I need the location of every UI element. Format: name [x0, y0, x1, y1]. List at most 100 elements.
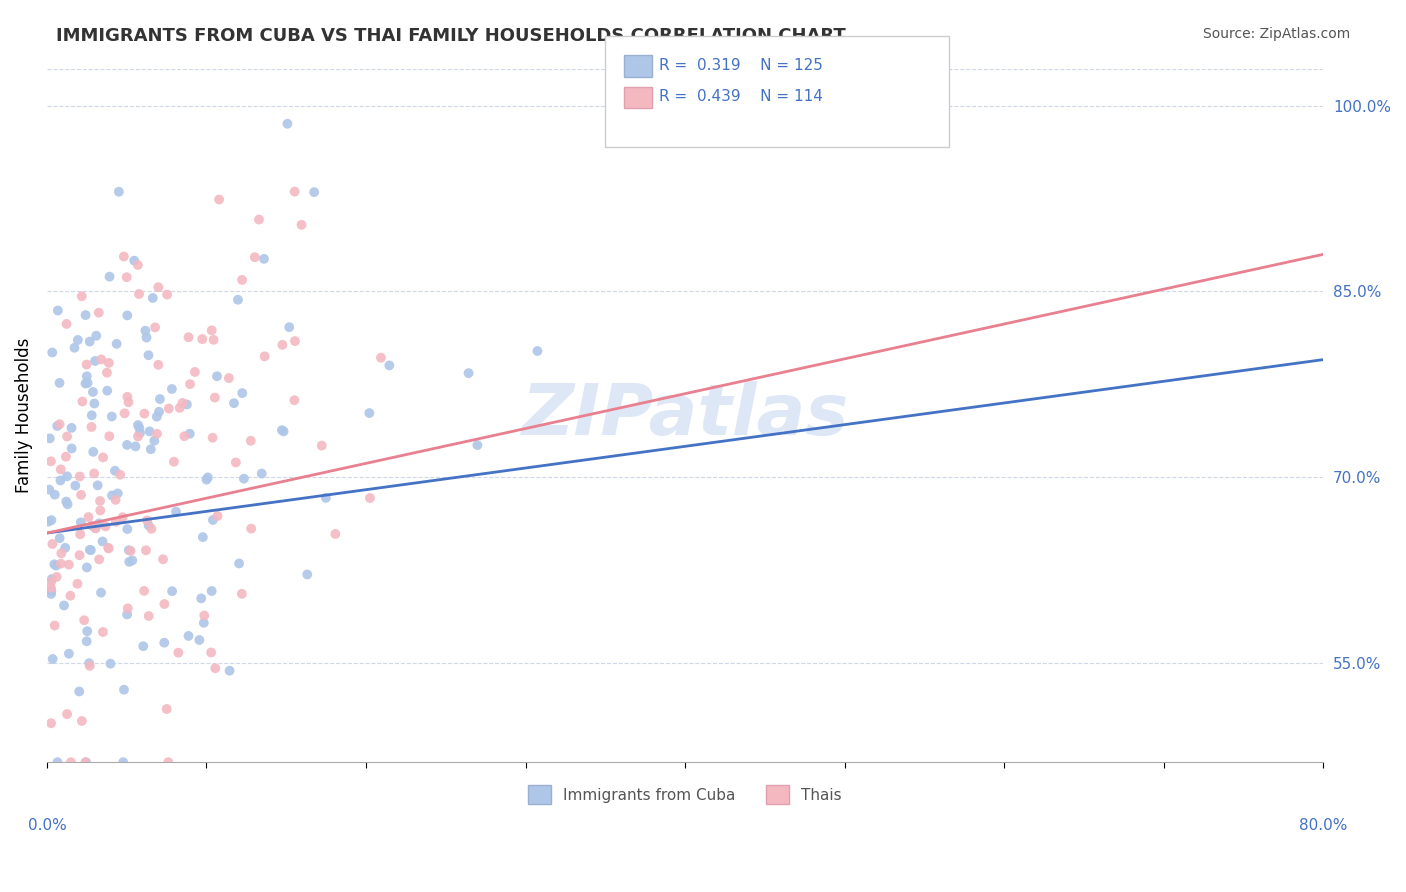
Text: R =  0.319    N = 125: R = 0.319 N = 125 — [659, 58, 824, 73]
Point — [82, 445, 104, 459]
Point — [148, 280, 170, 294]
Text: Source: ZipAtlas.com: Source: ZipAtlas.com — [1202, 27, 1350, 41]
Point — [163, 455, 186, 469]
Point — [79, 334, 101, 349]
Point — [157, 401, 180, 416]
Point — [66, 333, 89, 347]
Point — [98, 269, 121, 284]
Point — [80, 543, 103, 558]
Point — [188, 632, 211, 647]
Point — [56, 469, 79, 483]
Point — [156, 702, 179, 716]
Point — [90, 585, 112, 599]
Point — [79, 542, 101, 557]
Point — [104, 492, 127, 507]
Point — [127, 418, 149, 433]
Point — [359, 406, 381, 420]
Point — [148, 405, 170, 419]
Point — [56, 429, 79, 443]
Point — [98, 429, 121, 443]
Point — [193, 615, 215, 630]
Text: ZIPatlas: ZIPatlas — [522, 381, 849, 450]
Point — [46, 755, 69, 769]
Point — [370, 351, 392, 365]
Point — [80, 420, 103, 434]
Point — [84, 521, 107, 535]
Point — [90, 352, 112, 367]
Point — [87, 306, 110, 320]
Point — [114, 406, 136, 420]
Point — [176, 397, 198, 411]
Point — [153, 636, 176, 650]
Point — [97, 541, 120, 555]
Point — [49, 474, 72, 488]
Point — [55, 494, 77, 508]
Point — [104, 464, 127, 478]
Point — [79, 659, 101, 673]
Point — [38, 431, 60, 445]
Point — [94, 519, 117, 533]
Point — [228, 557, 250, 571]
Point — [138, 425, 160, 439]
Point — [73, 613, 96, 627]
Point — [91, 625, 114, 640]
Point — [75, 755, 97, 769]
Point — [253, 349, 276, 363]
Point — [77, 510, 100, 524]
Point — [177, 629, 200, 643]
Point — [124, 439, 146, 453]
Point — [132, 639, 155, 653]
Point — [104, 515, 127, 529]
Point — [134, 324, 156, 338]
Point — [136, 513, 159, 527]
Point — [41, 345, 63, 359]
Point — [311, 439, 333, 453]
Point — [128, 421, 150, 435]
Point — [89, 552, 111, 566]
Point — [179, 377, 201, 392]
Point — [128, 287, 150, 301]
Point — [89, 494, 111, 508]
Point — [41, 572, 63, 586]
Point — [117, 395, 139, 409]
Point — [191, 332, 214, 346]
Point — [207, 508, 229, 523]
Point — [250, 467, 273, 481]
Point — [51, 546, 73, 560]
Point — [160, 382, 183, 396]
Point — [48, 376, 70, 390]
Point — [55, 450, 77, 464]
Point — [152, 552, 174, 566]
Point — [232, 472, 254, 486]
Point — [108, 467, 131, 482]
Point — [82, 384, 104, 399]
Point — [160, 584, 183, 599]
Point — [112, 250, 135, 264]
Point — [45, 570, 67, 584]
Point — [46, 419, 69, 434]
Point — [59, 589, 82, 603]
Point — [60, 421, 83, 435]
Point — [222, 396, 245, 410]
Point — [297, 567, 319, 582]
Point — [201, 513, 224, 527]
Point — [205, 369, 228, 384]
Point — [121, 553, 143, 567]
Point — [153, 597, 176, 611]
Point — [141, 522, 163, 536]
Point — [86, 478, 108, 492]
Point — [84, 354, 107, 368]
Point — [201, 323, 224, 337]
Point — [69, 469, 91, 483]
Point — [204, 391, 226, 405]
Point — [167, 646, 190, 660]
Point — [53, 541, 76, 555]
Point — [45, 558, 67, 573]
Point — [172, 396, 194, 410]
Point — [96, 366, 118, 380]
Point — [111, 510, 134, 524]
Point — [70, 289, 93, 303]
Point — [118, 543, 141, 558]
Point — [190, 591, 212, 606]
Point — [323, 527, 346, 541]
